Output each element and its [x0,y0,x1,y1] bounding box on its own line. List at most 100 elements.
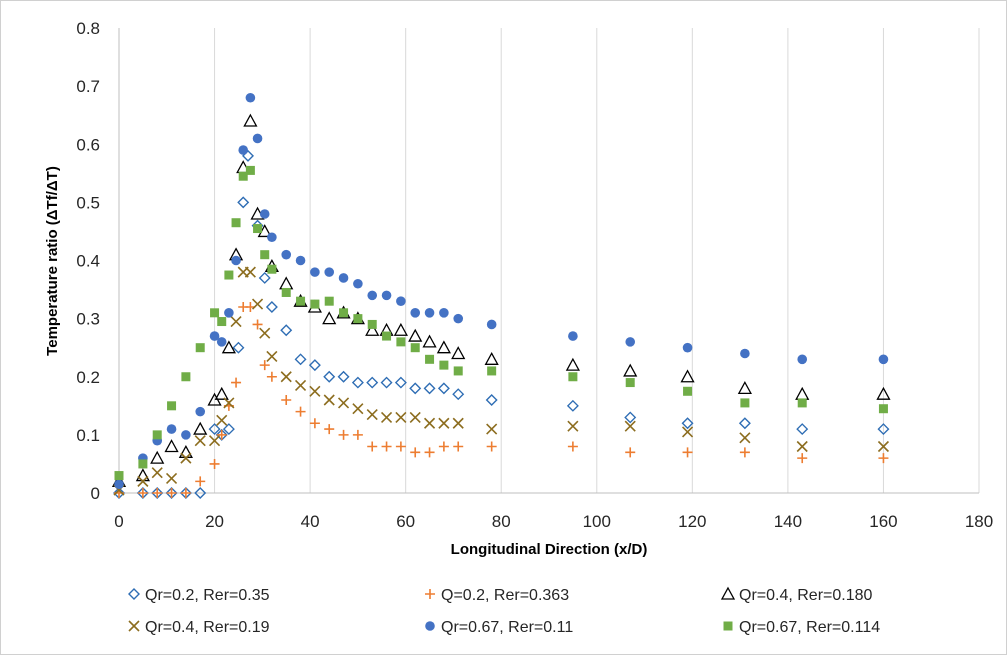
data-point [380,376,393,389]
data-point [877,423,890,436]
data-point [166,488,177,498]
data-point [439,360,449,370]
data-point [352,403,364,415]
data-point [296,296,306,306]
data-point [265,301,278,313]
data-point [209,458,220,469]
data-point [232,341,245,354]
data-point [366,376,379,389]
data-point [216,337,227,347]
data-point [453,441,464,452]
legend-label: Qr=0.4, Rer=0.180 [739,587,873,604]
data-point [214,386,229,400]
y-axis-title: Temperature ratio (ΔTf/ΔT) [44,166,61,356]
x-axis-title: Longitudinal Direction (x/D) [451,541,648,558]
data-point [253,224,263,234]
data-point [245,165,255,175]
x-tick-label: 100 [583,512,611,531]
data-point [259,327,271,339]
data-point [739,432,751,444]
data-point [309,385,321,397]
data-point [114,479,124,490]
data-point [195,476,206,487]
data-point [151,467,163,479]
legend: Qr=0.2, Rer=0.35 Q=0.2, Rer=0.363 Qr=0.4, … [128,586,880,636]
data-point [260,250,270,260]
y-tick-label: 0.6 [76,135,100,154]
data-point [231,218,241,228]
data-point [195,343,205,353]
data-point [740,398,750,408]
data-point [243,113,258,127]
data-point [181,430,191,440]
data-point [152,430,162,440]
data-point [178,444,193,458]
data-points [111,92,891,499]
data-point [624,411,637,424]
data-point [352,429,363,440]
data-point [797,354,808,365]
legend-marker [425,589,435,599]
data-point [310,299,320,309]
data-point [797,453,808,464]
data-point [681,417,694,430]
data-point [295,406,306,417]
data-point [258,271,271,284]
grid-lines [214,28,980,493]
legend-marker [723,621,733,631]
data-point [322,311,337,325]
series-6 [114,165,888,481]
x-tick-label: 80 [492,512,511,531]
data-point [410,343,420,353]
data-point [194,435,206,447]
x-tick-label: 140 [774,512,802,531]
y-tick-label: 0.7 [76,77,100,96]
data-point [167,401,177,411]
data-point [439,308,449,318]
y-tick-label: 0.5 [76,193,100,212]
data-point [625,378,635,388]
data-point [180,488,191,498]
data-point [138,459,148,469]
data-point [324,296,334,306]
data-point [566,399,579,412]
x-tick-label: 160 [869,512,897,531]
data-point [568,372,578,382]
data-point [625,447,636,458]
data-point [366,408,378,421]
data-point [625,337,636,347]
series-4 [113,266,890,496]
data-point [323,370,336,383]
data-point [279,276,294,290]
data-point [166,424,177,434]
data-point [252,319,263,330]
data-point [424,447,435,458]
data-point [245,92,256,103]
data-point [238,145,249,155]
data-point [266,350,278,362]
data-point [408,328,423,342]
data-point [165,472,178,485]
legend-marker [720,586,736,600]
data-point [410,308,421,318]
data-point [216,414,228,426]
data-point [244,266,256,278]
data-point [281,249,292,260]
x-tick-label: 0 [114,512,123,531]
data-point [876,386,891,400]
data-point [487,366,497,376]
data-point [878,404,888,414]
data-point [193,421,208,435]
data-point [380,411,393,424]
data-point [683,386,693,396]
data-point [224,270,234,280]
data-point [423,382,436,395]
y-tick-label: 0.3 [76,310,100,329]
data-point [216,429,227,440]
data-point [877,440,890,453]
y-tick-label: 0 [91,484,100,503]
data-point [267,264,277,274]
data-point [323,394,335,406]
data-point [281,395,292,405]
data-point [324,424,335,435]
